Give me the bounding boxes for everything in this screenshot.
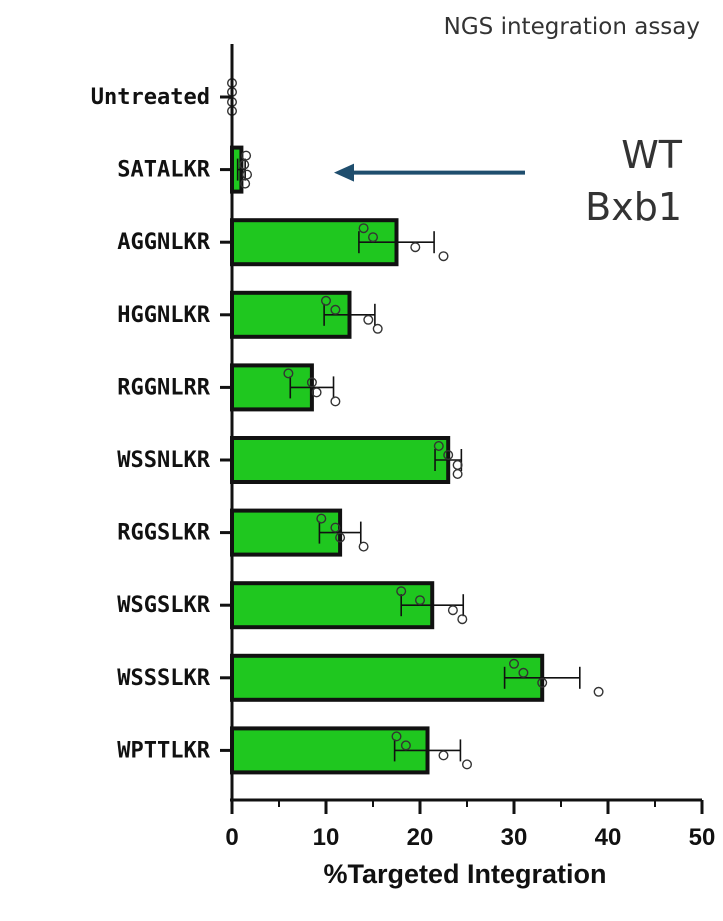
annotation-line-2: Bxb1 [585,185,682,229]
annotation-line-1: WT [621,133,683,177]
data-point-rggnlrr-2 [311,387,322,398]
x-tick-label-30: 30 [501,824,528,851]
axes [220,44,704,814]
arrow-head [334,163,354,182]
data-point-aggnlkr-1 [368,232,379,243]
x-tick-label-10: 10 [313,824,340,851]
data-point-rggslkr-1 [330,522,341,533]
category-label-wssslkr: WSSSLKR [117,666,210,691]
data-point-rggnlrr-0 [283,368,294,379]
bars [230,145,545,775]
category-label-wpttlkr: WPTTLKR [117,738,210,763]
data-point-aggnlkr-2 [410,242,421,253]
bar-wssslkr [230,653,545,702]
data-point-satalkr-3 [240,178,251,189]
bar-wsgslkr [230,581,435,630]
data-point-wpttlkr-1 [400,740,411,751]
data-point-hggnlkr-1 [330,304,341,315]
bar-wssnlkr [230,436,451,484]
data-point-rggslkr-3 [358,541,369,552]
x-tick-label-50: 50 [689,824,716,851]
x-tick-label-20: 20 [407,824,434,851]
data-point-wssslkr-0 [509,658,520,669]
data-point-satalkr-0 [241,150,252,161]
error-bars [236,158,581,762]
category-label-aggnlkr: AGGNLKR [117,230,210,255]
category-label-satalkr: SATALKR [117,158,210,183]
error-bar-aggnlkr [358,231,435,254]
data-point-wssslkr-3 [593,686,604,697]
data-point-satalkr-2 [242,169,253,180]
data-point-wssslkr-2 [537,677,548,688]
category-label-hggnlkr: HGGNLKR [117,303,210,328]
data-point-wpttlkr-3 [462,759,473,770]
data-point-wpttlkr-2 [438,750,449,761]
x-tick-label-40: 40 [595,824,622,851]
arrow-icon [334,163,525,182]
data-point-rggslkr-0 [316,513,327,524]
x-axis-label: %Targeted Integration [323,859,606,889]
data-point-satalkr-1 [239,159,250,170]
x-tick-label-0: 0 [225,824,238,851]
data-point-wpttlkr-0 [391,731,402,742]
data-point-aggnlkr-0 [358,223,369,234]
data-point-rggnlrr-3 [330,396,341,407]
category-label-untreated: Untreated [91,85,210,110]
wt-bxb1-annotation: WT Bxb1 [334,133,683,229]
data-point-wsgslkr-1 [415,595,426,606]
data-point-hggnlkr-0 [321,295,332,306]
error-bar-satalkr [236,158,246,181]
data-point-aggnlkr-3 [438,251,449,262]
data-point-wssnlkr-0 [433,441,444,452]
x-tick-labels: 0 10 20 30 40 50 [225,824,715,851]
error-bar-hggnlkr [323,303,376,326]
error-bar-wpttlkr [393,739,462,762]
chart-title: NGS integration assay [444,14,700,40]
category-label-wssnlkr: WSSNLKR [117,448,210,473]
data-point-rggnlrr-1 [306,377,317,388]
data-point-wssslkr-1 [518,667,529,678]
data-point-wsgslkr-2 [447,605,458,616]
data-points [226,77,604,770]
data-point-wsgslkr-3 [457,614,468,625]
category-label-rggslkr: RGGSLKR [117,521,210,546]
category-label-wsgslkr: WSGSLKR [117,593,210,618]
category-label-rggnlrr: RGGNLRR [117,375,210,400]
category-labels: Untreated SATALKR AGGNLKR HGGNLKR RGGNLRR WSS… [91,85,211,763]
data-point-hggnlkr-2 [363,314,374,325]
data-point-wssnlkr-3 [452,469,463,480]
data-point-wssnlkr-1 [443,450,454,461]
data-point-wsgslkr-0 [396,586,407,597]
data-point-rggslkr-2 [335,532,346,543]
data-point-hggnlkr-3 [372,323,383,334]
